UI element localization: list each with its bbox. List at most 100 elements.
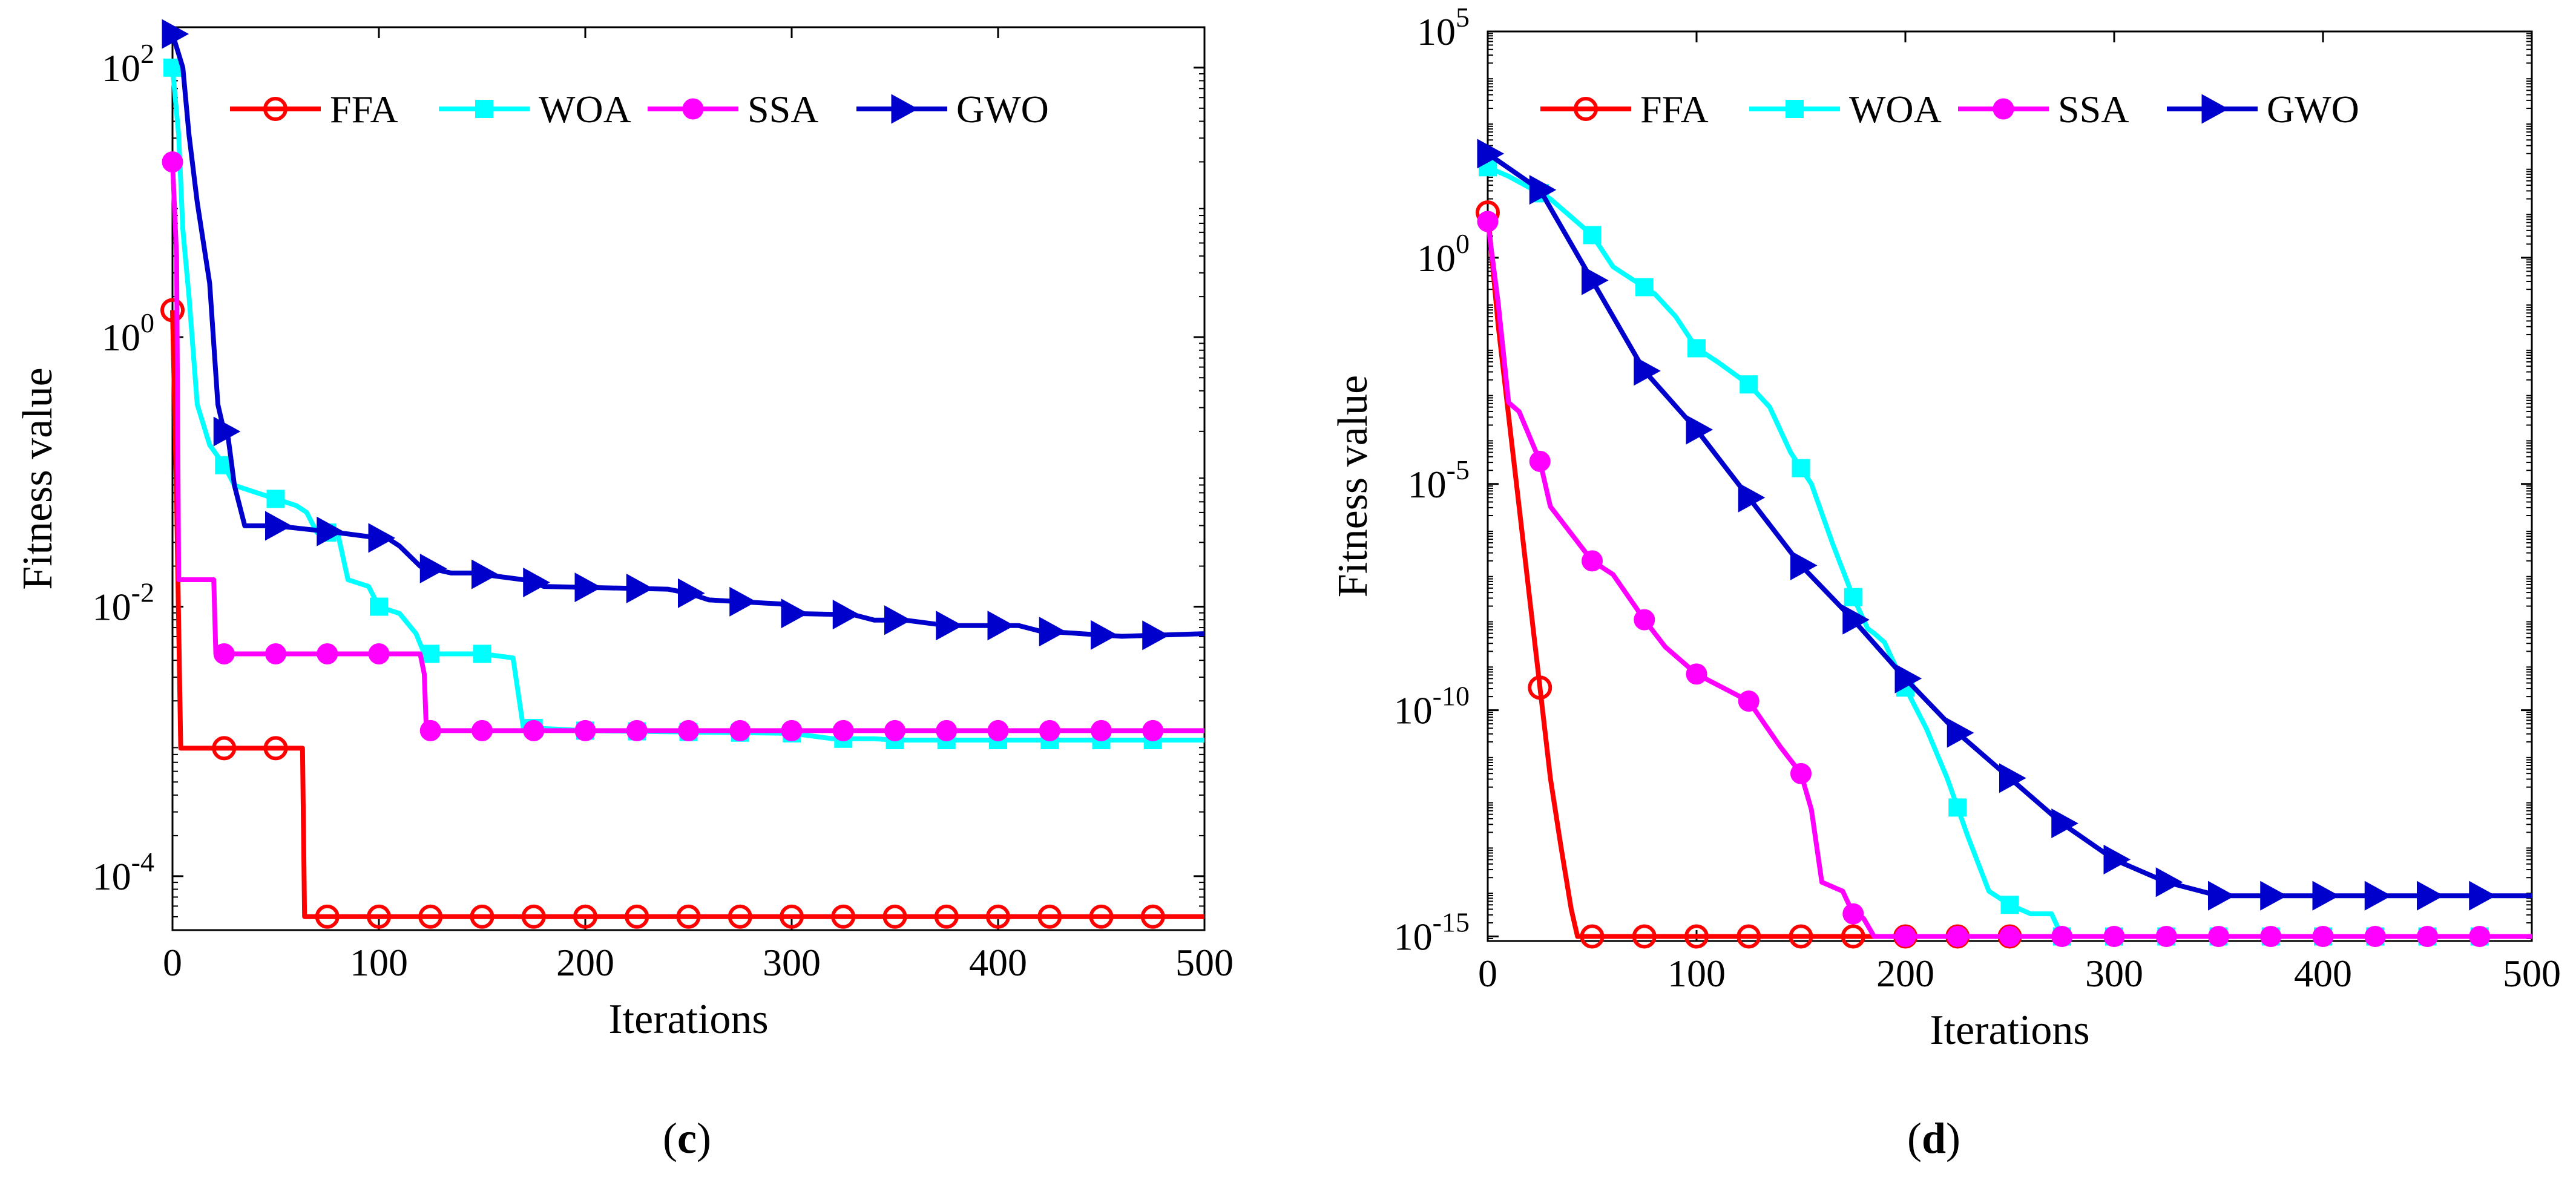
legend-marker-c-2 xyxy=(682,98,704,120)
marker-d-gwo-2 xyxy=(1582,265,1609,295)
y-axis-label-c: Fitness value xyxy=(15,367,61,589)
marker-d-ssa-11 xyxy=(2051,926,2073,948)
marker-c-ssa-16 xyxy=(987,720,1009,741)
marker-d-gwo-15 xyxy=(2260,880,2287,911)
marker-c-gwo-8 xyxy=(574,572,602,603)
marker-d-ssa-0 xyxy=(1477,211,1499,232)
legend-c: FFA WOA SSA GWO xyxy=(230,88,1049,131)
marker-c-ssa-5 xyxy=(419,720,441,741)
x-tick-label-c-5: 500 xyxy=(1175,941,1234,984)
marker-c-ffa-0 xyxy=(160,298,185,323)
marker-c-ffa-2 xyxy=(263,736,288,761)
marker-c-ssa-15 xyxy=(936,720,958,741)
marker-c-ssa-2 xyxy=(265,643,286,664)
marker-d-ssa-3 xyxy=(1634,609,1655,631)
marker-c-ssa-3 xyxy=(317,643,338,664)
marker-d-ssa-4 xyxy=(1686,663,1707,685)
legend-label-d-1: WOA xyxy=(1849,88,1942,131)
marker-d-ffa-2 xyxy=(1580,924,1605,949)
marker-d-gwo-13 xyxy=(2155,867,2183,897)
marker-d-ssa-19 xyxy=(2469,926,2491,948)
legend-marker-d-1 xyxy=(1786,100,1804,118)
marker-c-gwo-15 xyxy=(936,611,963,641)
series-group-c xyxy=(160,19,1205,929)
marker-c-ffa-12 xyxy=(780,904,804,929)
x-tick-label-c-1: 100 xyxy=(350,941,408,984)
marker-d-gwo-10 xyxy=(1999,763,2026,793)
panel-label-open-d: ( xyxy=(1907,1114,1922,1162)
marker-d-gwo-6 xyxy=(1790,550,1818,580)
marker-c-ffa-4 xyxy=(367,904,391,929)
marker-c-gwo-2 xyxy=(265,511,292,541)
panel-label-close-c: ) xyxy=(696,1114,711,1162)
x-tick-label-d-2: 200 xyxy=(1876,952,1934,995)
marker-c-ssa-7 xyxy=(523,720,545,741)
plot-frame-d xyxy=(1487,30,2533,942)
marker-c-ffa-10 xyxy=(676,904,701,929)
legend-marker-c-3 xyxy=(891,94,919,124)
x-tick-label-d-3: 300 xyxy=(2085,952,2143,995)
legend-label-c-1: WOA xyxy=(539,88,631,131)
legend-marker-d-3 xyxy=(2201,94,2229,124)
marker-c-ssa-0 xyxy=(162,151,183,173)
y-tick-label-c-2: 100 xyxy=(102,307,154,359)
marker-d-gwo-12 xyxy=(2103,844,2131,874)
legend-label-d-0: FFA xyxy=(1640,88,1709,131)
marker-d-ssa-5 xyxy=(1738,690,1760,712)
marker-d-ffa-6 xyxy=(1789,924,1813,949)
legend-marker-c-0 xyxy=(263,97,288,121)
marker-c-gwo-9 xyxy=(626,573,654,604)
marker-c-ffa-17 xyxy=(1037,904,1062,929)
marker-d-ssa-13 xyxy=(2155,926,2177,948)
marker-d-ssa-10 xyxy=(1999,926,2020,948)
marker-c-gwo-10 xyxy=(678,578,705,608)
x-tick-label-d-4: 400 xyxy=(2294,952,2352,995)
x-tick-label-d-1: 100 xyxy=(1668,952,1726,995)
series-line-c-ssa xyxy=(170,162,1204,733)
marker-d-ssa-1 xyxy=(1529,450,1551,472)
marker-d-ssa-7 xyxy=(1842,903,1864,925)
marker-c-gwo-11 xyxy=(729,586,757,617)
marker-d-gwo-18 xyxy=(2417,880,2444,911)
marker-c-gwo-12 xyxy=(781,598,809,629)
x-tick-label-c-3: 300 xyxy=(763,941,821,984)
marker-c-ffa-19 xyxy=(1140,904,1165,929)
marker-c-gwo-6 xyxy=(472,559,499,589)
marker-d-woa-10 xyxy=(2000,896,2019,914)
marker-d-ssa-6 xyxy=(1790,762,1812,784)
marker-d-gwo-19 xyxy=(2469,880,2496,911)
marker-c-ffa-5 xyxy=(418,904,443,929)
marker-d-woa-3 xyxy=(1635,278,1654,297)
marker-c-gwo-18 xyxy=(1091,620,1118,650)
x-tick-label-d-0: 0 xyxy=(1478,952,1497,995)
marker-d-gwo-16 xyxy=(2312,880,2340,911)
marker-d-ssa-15 xyxy=(2260,926,2282,948)
x-axis-label-d: Iterations xyxy=(1930,1007,2089,1054)
x-tick-label-c-2: 200 xyxy=(556,941,614,984)
marker-d-gwo-8 xyxy=(1894,663,1922,693)
legend-d: FFA WOA SSA GWO xyxy=(1540,88,2359,131)
y-tick-label-d-1: 10-10 xyxy=(1394,681,1470,732)
marker-d-gwo-14 xyxy=(2208,880,2235,911)
marker-d-ffa-5 xyxy=(1736,924,1761,949)
marker-c-ssa-18 xyxy=(1091,720,1112,741)
marker-c-ssa-14 xyxy=(884,720,905,741)
marker-d-gwo-7 xyxy=(1842,605,1870,635)
panel-label-close-d: ) xyxy=(1946,1114,1960,1162)
y-tick-label-c-0: 10-4 xyxy=(93,847,154,898)
marker-d-gwo-0 xyxy=(1477,139,1505,169)
marker-d-ffa-7 xyxy=(1841,924,1865,949)
marker-d-ssa-14 xyxy=(2208,926,2229,948)
marker-c-ssa-12 xyxy=(781,720,803,741)
marker-d-ssa-18 xyxy=(2417,926,2438,948)
marker-c-ffa-9 xyxy=(625,904,649,929)
marker-c-ssa-11 xyxy=(729,720,751,741)
marker-d-woa-4 xyxy=(1687,339,1706,358)
marker-c-ffa-8 xyxy=(573,904,597,929)
marker-d-ffa-3 xyxy=(1632,924,1657,949)
y-tick-label-d-2: 10-5 xyxy=(1408,454,1470,506)
marker-c-ffa-18 xyxy=(1089,904,1114,929)
marker-c-gwo-3 xyxy=(317,516,344,546)
